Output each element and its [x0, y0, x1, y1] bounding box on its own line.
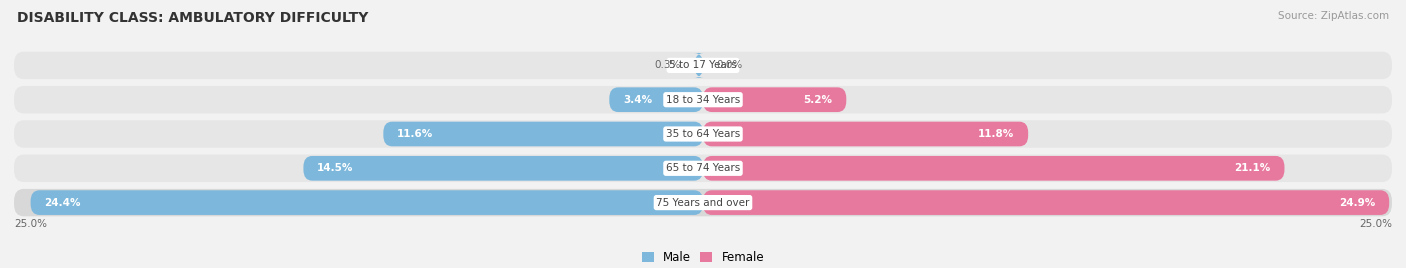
- Text: 24.9%: 24.9%: [1339, 198, 1375, 208]
- Text: 5.2%: 5.2%: [803, 95, 832, 105]
- Text: 18 to 34 Years: 18 to 34 Years: [666, 95, 740, 105]
- FancyBboxPatch shape: [695, 53, 703, 78]
- FancyBboxPatch shape: [384, 122, 703, 146]
- Text: DISABILITY CLASS: AMBULATORY DIFFICULTY: DISABILITY CLASS: AMBULATORY DIFFICULTY: [17, 11, 368, 25]
- Text: 75 Years and over: 75 Years and over: [657, 198, 749, 208]
- Text: 11.8%: 11.8%: [979, 129, 1014, 139]
- Text: 25.0%: 25.0%: [14, 219, 46, 229]
- FancyBboxPatch shape: [703, 190, 1389, 215]
- FancyBboxPatch shape: [14, 155, 1392, 182]
- FancyBboxPatch shape: [14, 86, 1392, 113]
- FancyBboxPatch shape: [304, 156, 703, 181]
- Text: 21.1%: 21.1%: [1234, 163, 1271, 173]
- Text: 11.6%: 11.6%: [396, 129, 433, 139]
- Text: 5 to 17 Years: 5 to 17 Years: [669, 60, 737, 70]
- Legend: Male, Female: Male, Female: [637, 246, 769, 268]
- Text: 65 to 74 Years: 65 to 74 Years: [666, 163, 740, 173]
- FancyBboxPatch shape: [14, 52, 1392, 79]
- Text: 25.0%: 25.0%: [1360, 219, 1392, 229]
- Text: Source: ZipAtlas.com: Source: ZipAtlas.com: [1278, 11, 1389, 21]
- FancyBboxPatch shape: [609, 87, 703, 112]
- Text: 0.0%: 0.0%: [717, 60, 742, 70]
- Text: 3.4%: 3.4%: [623, 95, 652, 105]
- FancyBboxPatch shape: [703, 87, 846, 112]
- FancyBboxPatch shape: [703, 122, 1028, 146]
- Text: 24.4%: 24.4%: [45, 198, 82, 208]
- Text: 35 to 64 Years: 35 to 64 Years: [666, 129, 740, 139]
- FancyBboxPatch shape: [14, 120, 1392, 148]
- FancyBboxPatch shape: [31, 190, 703, 215]
- Text: 0.3%: 0.3%: [655, 60, 681, 70]
- FancyBboxPatch shape: [14, 189, 1392, 216]
- Text: 14.5%: 14.5%: [318, 163, 353, 173]
- FancyBboxPatch shape: [703, 156, 1285, 181]
